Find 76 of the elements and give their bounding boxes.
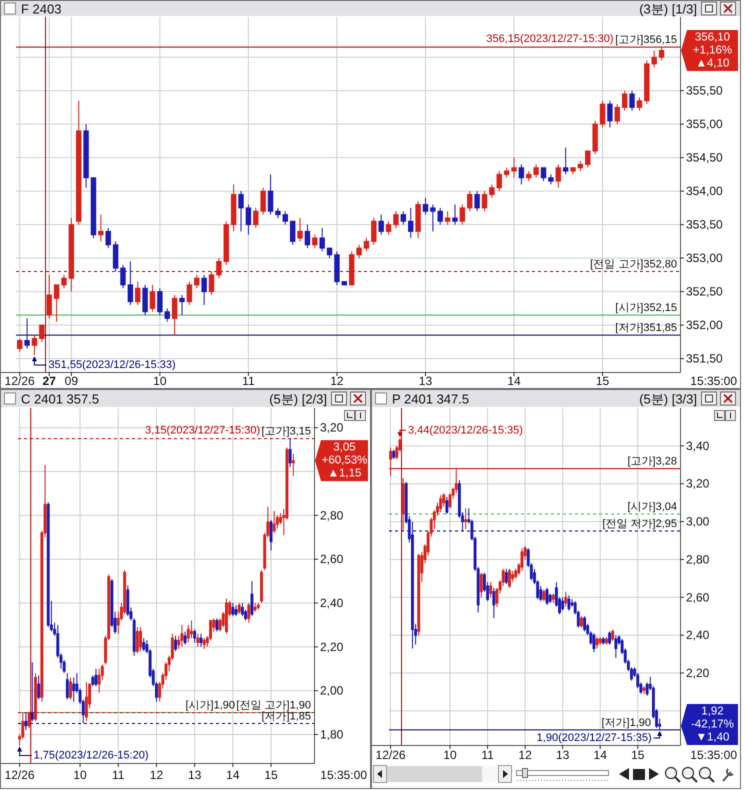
x-tick-label: 15: [596, 374, 610, 388]
x-tick-label: 11: [481, 748, 494, 762]
annotation: 1,90(2023/12/27-15:35): [536, 732, 652, 744]
price-box: 356,10 +1,16% ▲4,10: [681, 30, 738, 71]
y-tick-label: 3,20: [320, 420, 344, 435]
x-tick-label: 14: [594, 748, 608, 762]
y-tick-label: 355,00: [686, 117, 724, 132]
x-tick-label: 12: [330, 374, 344, 388]
y-tick-label: 3,20: [686, 476, 710, 491]
y-tick-label: 351,50: [686, 352, 724, 366]
y-tick-label: 2,80: [320, 508, 344, 522]
price-box: 1,92 -42,17% ▼1,40: [681, 704, 738, 745]
x-tick-label: 14: [507, 374, 521, 388]
y-tick-label: 352,00: [686, 318, 724, 332]
annotation: 351,55(2023/12/26-15:33): [48, 359, 176, 371]
ref-line-label: [시가]1,90: [185, 700, 235, 712]
y-tick-label: 353,00: [686, 251, 724, 266]
x-tick-label: 10: [443, 748, 458, 762]
x-tick-label: 10: [73, 768, 88, 782]
x-tick-label: 12: [150, 768, 164, 782]
y-tick-label: 354,50: [686, 150, 724, 165]
x-tick-label: 12/26: [4, 374, 36, 388]
y-tick-label: 2,40: [686, 628, 710, 642]
ref-line-label: [고가]3,28: [627, 456, 677, 468]
annotation: 1,75(2023/12/26-15:20): [34, 749, 149, 762]
ref-line-label: [시가]352,15: [615, 302, 677, 314]
x-tick-label: 13: [418, 374, 432, 388]
y-tick-label: 355,50: [686, 84, 724, 98]
ref-line-label: [고가]3,15: [261, 426, 311, 438]
chart-title: F 2403: [21, 2, 62, 16]
chart-subtitle: (5분) [3/3]: [639, 392, 697, 406]
chart-subtitle: (5분) [2/3]: [269, 392, 327, 406]
price-box: 3,05 +60,53% ▲1,15: [315, 440, 368, 482]
x-tick-label: 27: [42, 374, 56, 388]
x-tick-label: 15: [631, 748, 645, 762]
y-tick-label: 2,40: [320, 596, 344, 610]
y-tick-label: 2,00: [320, 684, 344, 698]
x-tick-label: 11: [112, 768, 125, 782]
ref-line-label: [시가]3,04: [627, 501, 677, 514]
y-tick-label: 3,40: [686, 438, 710, 453]
y-tick-label: 352,50: [686, 284, 724, 299]
x-axis-title: 15:35:00: [690, 374, 738, 388]
annotation: 3,44(2023/12/26-15:35): [408, 424, 523, 436]
x-tick-label: 12: [518, 748, 532, 762]
annotation: 3,15(2023/12/27-15:30): [145, 424, 260, 437]
ref-line-label: [저가]1,90: [601, 716, 651, 729]
y-tick-label: 2,20: [686, 666, 710, 680]
annotation: 356,15(2023/12/27-15:30): [486, 33, 614, 46]
ref-line-label: [전일 고가]352,80: [590, 258, 677, 271]
y-tick-label: 354,00: [686, 184, 724, 198]
x-tick-label: 15: [264, 768, 278, 782]
x-axis-title: 15:35:00: [690, 748, 738, 762]
chart-title: P 2401 347.5: [392, 392, 470, 406]
y-tick-label: 2,80: [686, 552, 710, 566]
y-tick-label: 3,00: [686, 514, 710, 529]
ref-line-label: [고가]356,15: [615, 34, 677, 46]
x-tick-label: 10: [153, 374, 167, 388]
y-tick-label: 2,60: [686, 590, 710, 604]
x-tick-label: 11: [242, 374, 255, 388]
x-tick-label: 12/26: [376, 748, 406, 762]
ref-line-label: [저가]1,85: [261, 710, 311, 723]
ref-line-label: [저가]351,85: [615, 322, 677, 334]
x-tick-label: 13: [188, 768, 202, 782]
y-tick-label: 2,60: [320, 552, 344, 566]
y-tick-label: 2,20: [320, 640, 344, 654]
ref-line-label: [전일 고가]1,90: [236, 700, 311, 712]
y-tick-label: 353,50: [686, 218, 724, 232]
x-tick-label: 12/26: [4, 768, 35, 782]
x-tick-label: 13: [556, 748, 570, 762]
chart-subtitle: (3분) [1/3]: [639, 2, 697, 16]
x-axis-title: 15:35:00: [320, 768, 368, 782]
y-tick-label: 1,80: [320, 728, 344, 742]
x-tick-label: 09: [64, 374, 78, 388]
x-tick-label: 14: [226, 768, 240, 782]
ref-line-label: [전일 저가]2,95: [602, 518, 677, 530]
chart-title: C 2401 357.5: [21, 392, 100, 406]
